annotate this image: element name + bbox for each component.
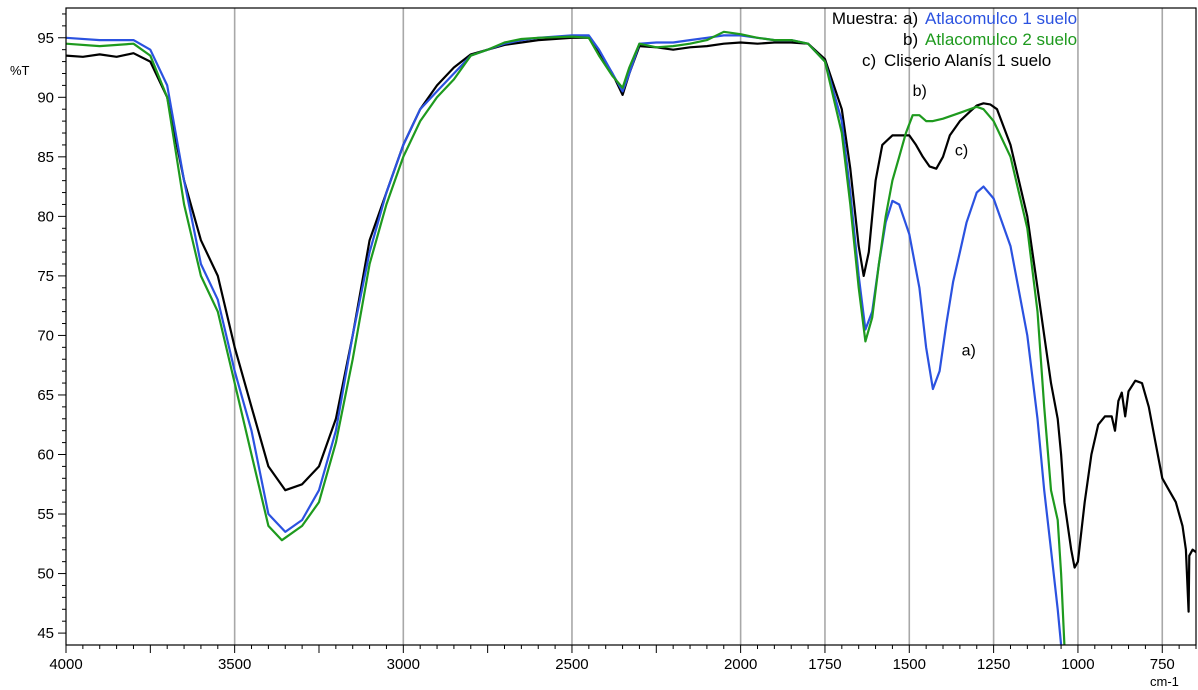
annotation-a: a) — [962, 343, 976, 360]
legend: Muestra: a) Atlacomulco 1 suelo b) Atlacomul… — [832, 9, 1077, 70]
series-annotations: b) c) a) — [913, 83, 976, 360]
y-tick-label-75: 75 — [37, 268, 54, 285]
y-tick-label-90: 90 — [37, 89, 54, 106]
x-tick-label-1250: 1250 — [977, 656, 1010, 673]
y-tick-label-95: 95 — [37, 30, 54, 47]
spectrum-series-group — [66, 30, 1196, 645]
y-axis-label: %T — [10, 63, 30, 78]
annotation-c: c) — [955, 143, 968, 160]
axis-tick-labels: 4000 3500 3000 2500 2000 1750 1500 1250 1000 750 4… — [37, 30, 1174, 673]
x-tick-label-4000: 4000 — [49, 656, 82, 673]
x-tick-label-750: 750 — [1150, 656, 1175, 673]
series-line-a — [66, 34, 1063, 645]
y-tick-label-45: 45 — [37, 625, 54, 642]
y-tick-label-70: 70 — [37, 327, 54, 344]
y-tick-label-55: 55 — [37, 506, 54, 523]
vertical-gridlines — [233, 8, 1164, 645]
legend-tag-1: b) — [903, 30, 918, 49]
legend-tag-0: a) — [903, 9, 918, 28]
x-tick-label-1750: 1750 — [808, 656, 841, 673]
plot-frame — [65, 7, 1197, 646]
x-tick-label-2000: 2000 — [724, 656, 757, 673]
annotation-b: b) — [913, 83, 927, 100]
x-tick-label-3000: 3000 — [387, 656, 420, 673]
legend-heading: Muestra: — [832, 9, 898, 28]
x-tick-label-1000: 1000 — [1061, 656, 1094, 673]
legend-tag-2: c) — [862, 51, 876, 70]
series-line-b — [66, 30, 1066, 645]
y-tick-label-60: 60 — [37, 446, 54, 463]
y-tick-label-65: 65 — [37, 387, 54, 404]
legend-label-0: Atlacomulco 1 suelo — [925, 9, 1077, 28]
x-tick-label-2500: 2500 — [555, 656, 588, 673]
axis-ticks — [58, 13, 1197, 653]
y-tick-label-80: 80 — [37, 208, 54, 225]
legend-label-1: Atlacomulco 2 suelo — [925, 30, 1077, 49]
legend-label-2: Cliserio Alanís 1 suelo — [884, 51, 1051, 70]
x-axis-label: cm-1 — [1150, 674, 1179, 689]
y-tick-label-50: 50 — [37, 566, 54, 583]
x-tick-label-3500: 3500 — [218, 656, 251, 673]
x-tick-label-1500: 1500 — [893, 656, 926, 673]
y-tick-label-85: 85 — [37, 149, 54, 166]
